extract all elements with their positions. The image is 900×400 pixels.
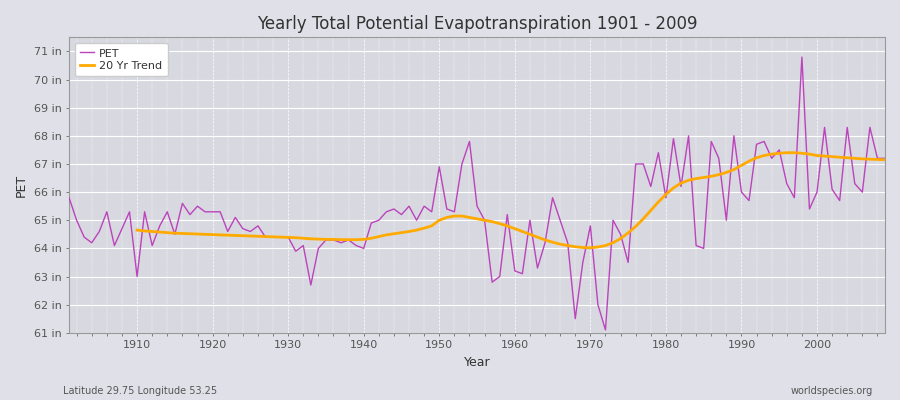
PET [336,240,346,245]
X-axis label: Year: Year [464,356,490,369]
Line: 20 Yr Trend: 20 Yr Trend [137,153,885,248]
20 Yr Trend [834,155,845,160]
PET [291,249,302,254]
PET [64,195,75,200]
20 Yr Trend [275,235,286,240]
20 Yr Trend [305,236,316,241]
20 Yr Trend [585,246,596,250]
Y-axis label: PET: PET [15,174,28,197]
20 Yr Trend [857,156,868,161]
PET [509,268,520,273]
Title: Yearly Total Potential Evapotranspiration 1901 - 2009: Yearly Total Potential Evapotranspiratio… [256,15,698,33]
Line: PET: PET [69,57,885,330]
PET [600,328,611,332]
Text: worldspecies.org: worldspecies.org [791,386,873,396]
PET [502,212,513,217]
PET [796,55,807,60]
Legend: PET, 20 Yr Trend: PET, 20 Yr Trend [75,43,167,76]
20 Yr Trend [781,150,792,155]
20 Yr Trend [879,157,890,162]
20 Yr Trend [578,245,589,250]
PET [879,156,890,161]
PET [608,218,618,223]
PET [124,210,135,214]
Text: Latitude 29.75 Longitude 53.25: Latitude 29.75 Longitude 53.25 [63,386,217,396]
20 Yr Trend [131,228,142,232]
20 Yr Trend [517,229,527,234]
